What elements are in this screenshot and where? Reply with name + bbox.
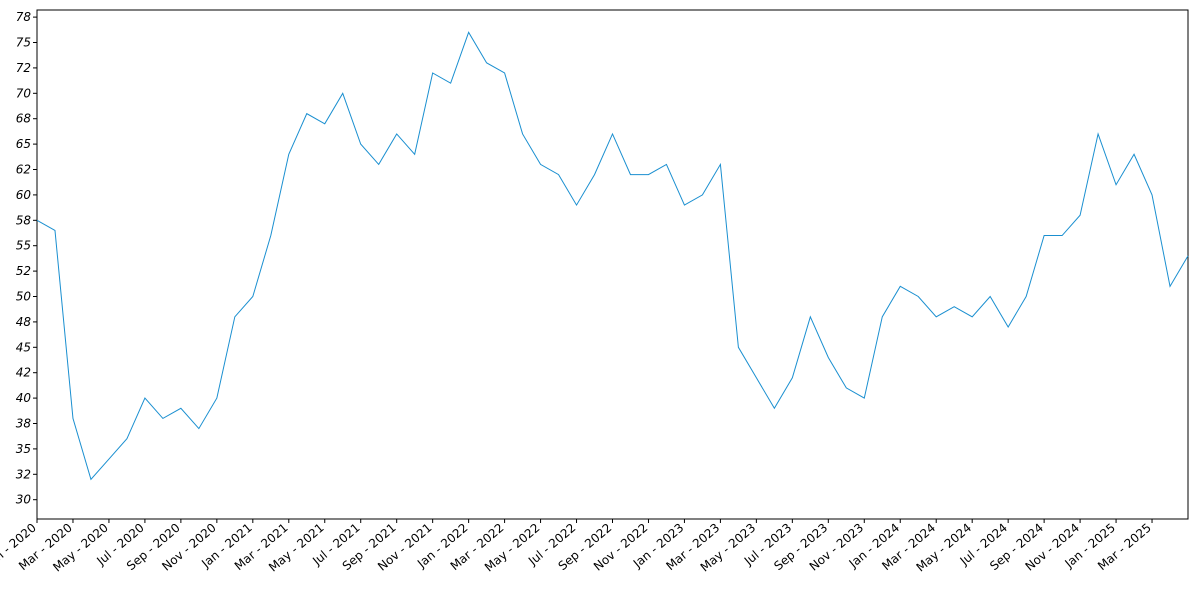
y-tick-label: 48	[16, 315, 32, 329]
y-tick-label: 40	[16, 391, 32, 405]
y-tick-label: 30	[16, 493, 32, 507]
y-tick-label: 65	[16, 137, 31, 151]
y-tick-label: 70	[16, 86, 32, 100]
plot-frame	[36, 9, 1189, 520]
y-tick-label: 55	[16, 239, 31, 253]
y-tick-label: 78	[16, 10, 32, 24]
y-tick-label: 45	[16, 340, 31, 354]
y-tick-label: 50	[16, 290, 32, 304]
y-tick-label: 42	[16, 366, 31, 380]
y-tick-label: 52	[16, 264, 31, 278]
y-tick-label: 32	[16, 467, 31, 481]
y-tick-label: 68	[16, 112, 32, 126]
y-tick-label: 75	[16, 36, 31, 50]
y-tick-label: 60	[16, 188, 32, 202]
series-line	[36, 31, 1189, 481]
y-tick-label: 62	[16, 163, 31, 177]
y-tick-label: 58	[16, 213, 32, 227]
y-tick-label: 72	[16, 61, 31, 75]
y-tick-label: 35	[16, 442, 31, 456]
y-tick-label: 38	[16, 416, 32, 430]
